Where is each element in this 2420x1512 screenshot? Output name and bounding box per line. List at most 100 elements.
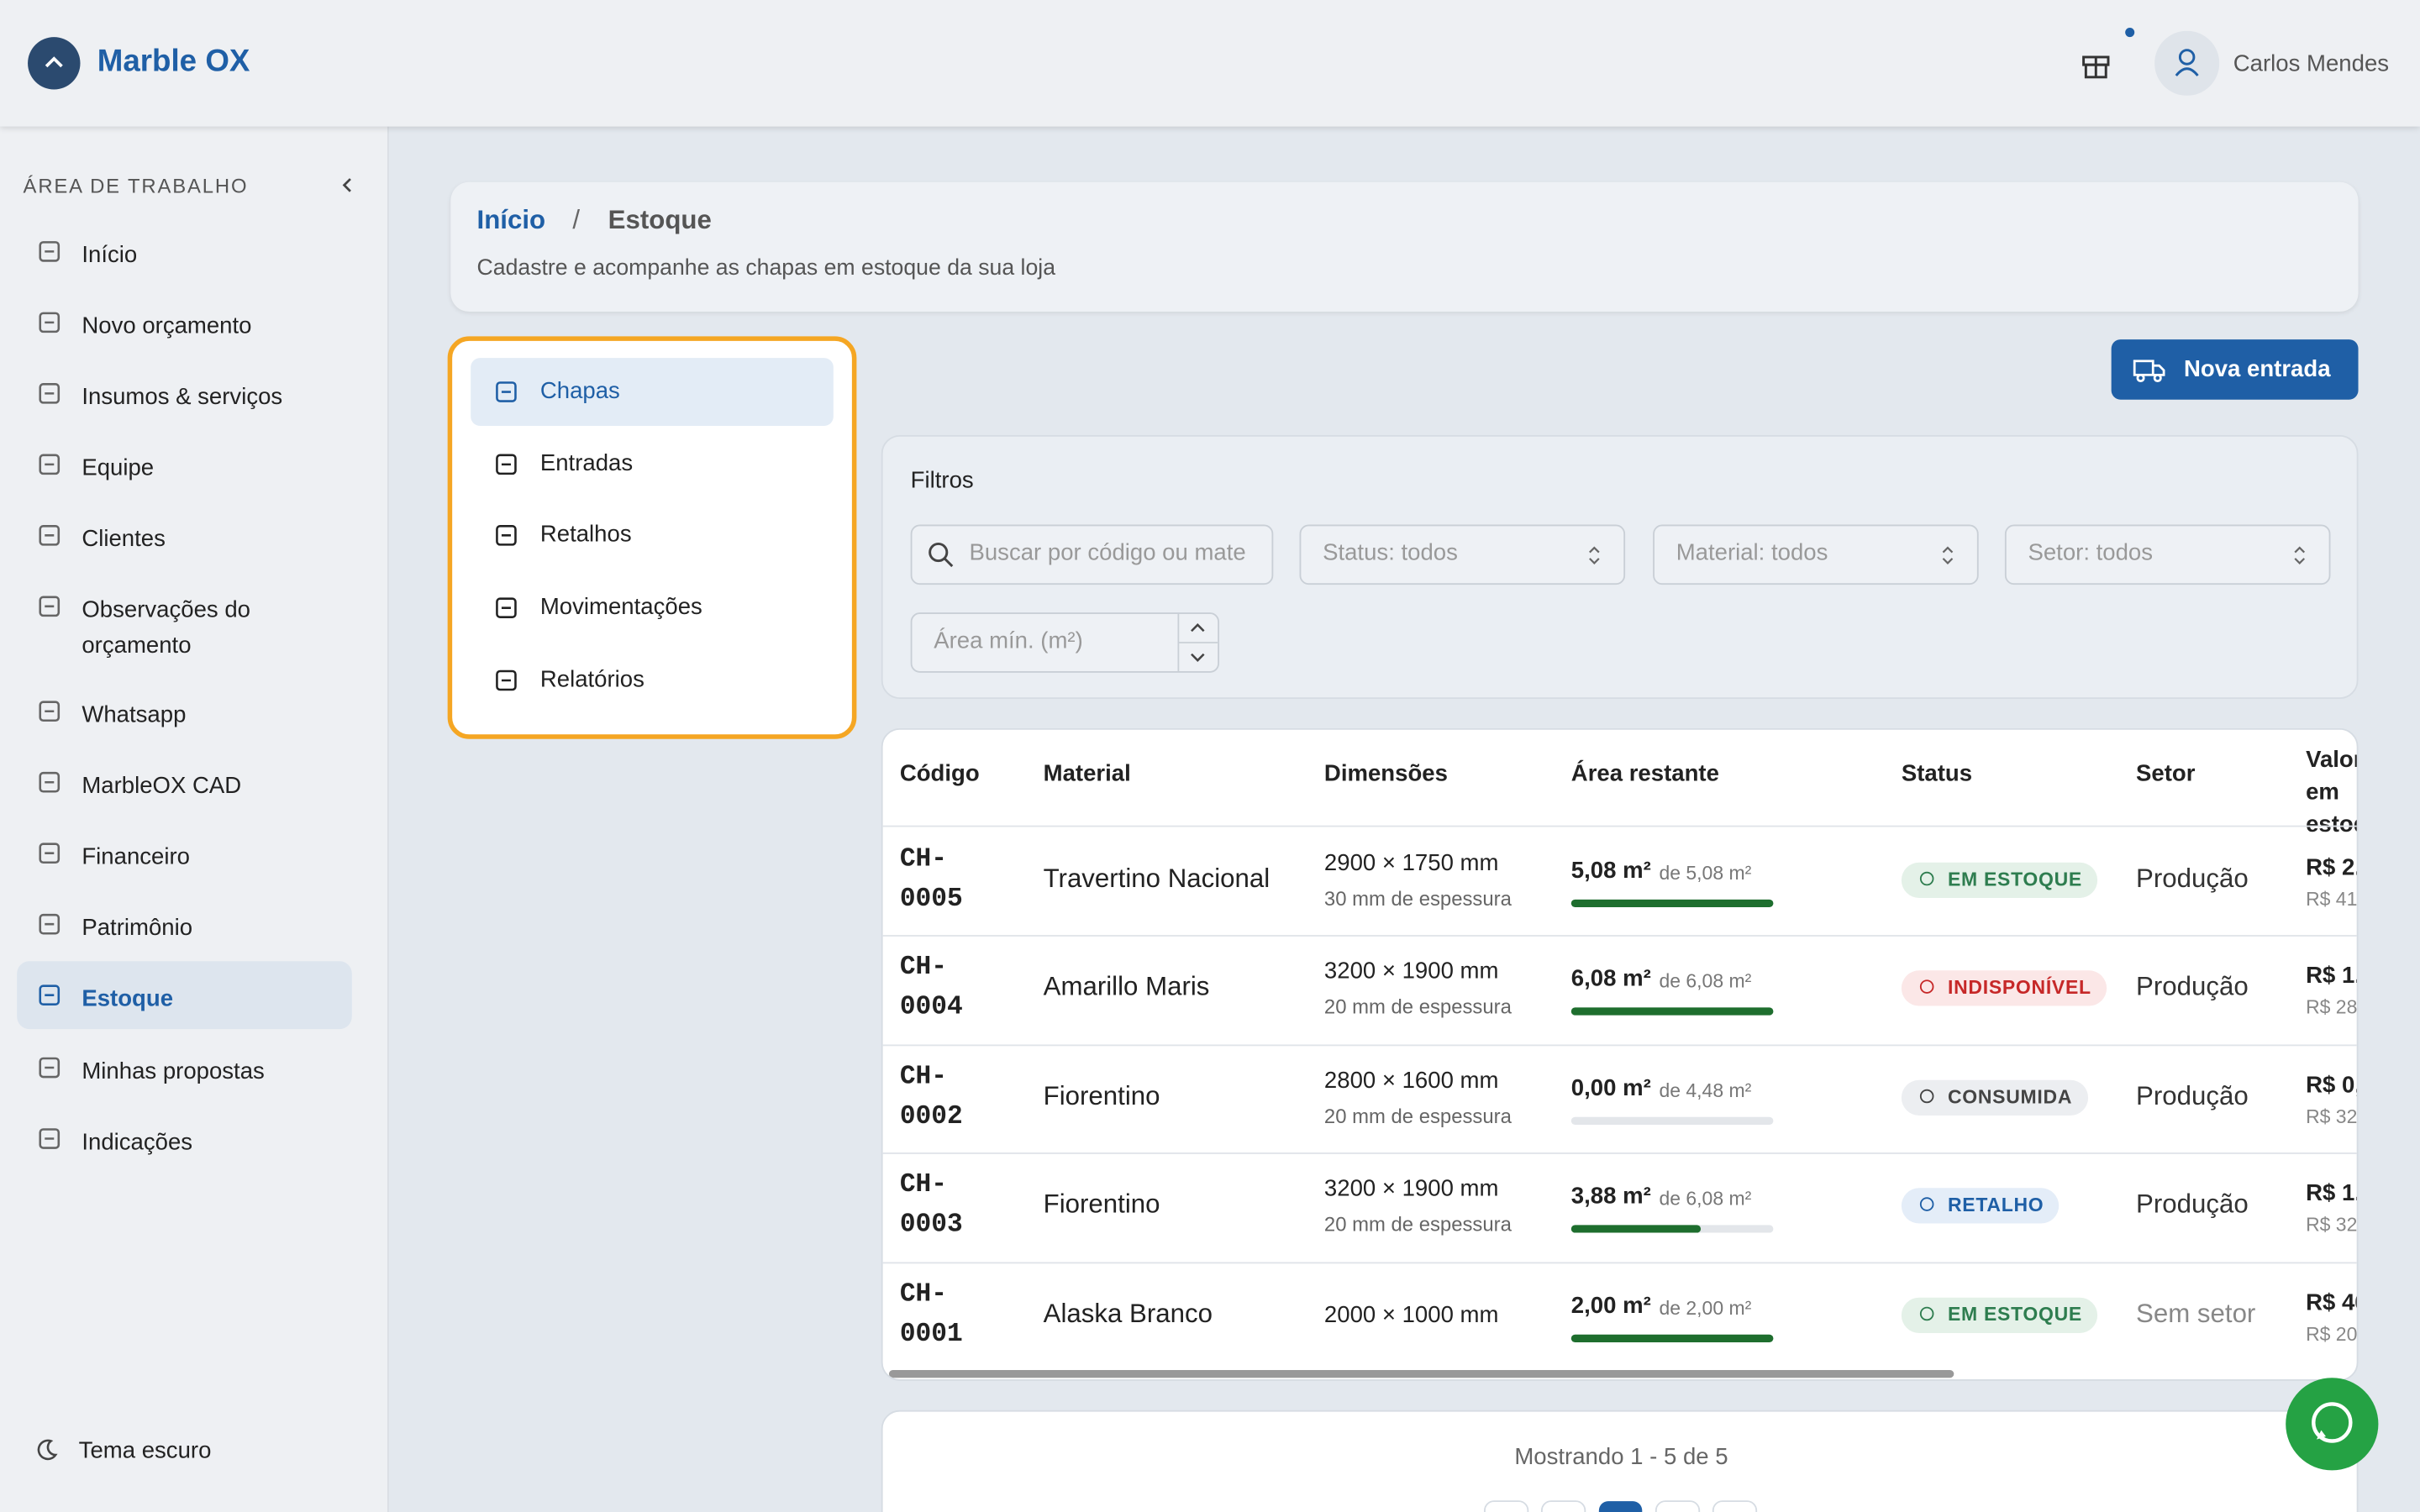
nav-item[interactable]: Indicações — [82, 1129, 193, 1156]
thickness: 20 mm de espessura — [1323, 1104, 1512, 1128]
button-label: Nova entrada — [2183, 356, 2331, 383]
breadcrumb-card: Início / Estoque Cadastre e acompanhe as… — [450, 181, 2359, 312]
area-remaining: 0,00 m² — [1570, 1074, 1651, 1102]
thickness: 30 mm de espessura — [1323, 887, 1512, 911]
status-icon — [1919, 1305, 1934, 1320]
top-bar: Marble OX Carlos Mendes — [0, 0, 2420, 127]
avatar[interactable] — [2154, 30, 2220, 96]
thickness: 20 mm de espessura — [1323, 1213, 1512, 1236]
icon — [39, 1128, 60, 1149]
sidebar: ÁREA DE TRABALHO Início Novo orçamento Ins… — [0, 126, 389, 1512]
value: R$ 0, — [2306, 1072, 2359, 1099]
table-card: Código Material Dimensões Área restante Stat… — [881, 727, 2359, 1381]
column-header[interactable]: Dimensões — [1323, 760, 1448, 787]
sector-select[interactable]: Setor: todos — [2004, 524, 2331, 585]
progress-bar — [1570, 1225, 1701, 1233]
nav-item[interactable]: Início — [82, 242, 138, 269]
icon — [496, 525, 517, 547]
nav-item[interactable]: Patrimônio — [82, 915, 193, 942]
tab[interactable]: Relatórios — [539, 666, 644, 693]
pagination-buttons[interactable] — [1481, 1498, 1760, 1512]
nav-item[interactable]: Clientes — [82, 526, 166, 553]
logo — [28, 37, 81, 90]
icon — [496, 381, 517, 402]
column-header[interactable]: Material — [1043, 760, 1131, 787]
scrollbar[interactable] — [888, 1370, 1954, 1378]
status-badge: CONSUMIDA — [1901, 1079, 2088, 1116]
material: Travertino Nacional — [1043, 864, 1270, 894]
area-total: de 5,08 m² — [1659, 862, 1752, 885]
row-divider — [882, 1152, 2357, 1155]
nav-item[interactable]: Estoque — [82, 985, 174, 1012]
nav-item[interactable]: Financeiro — [82, 843, 191, 870]
icon — [39, 525, 60, 546]
pagination-card: Mostrando 1 - 5 de 5 — [881, 1410, 2359, 1512]
icon — [39, 454, 60, 475]
column-header[interactable]: Área restante — [1570, 760, 1719, 787]
notification-dot — [2125, 28, 2135, 38]
area-total: de 6,08 m² — [1659, 971, 1752, 993]
brand[interactable]: Marble OX — [97, 45, 250, 79]
spinner[interactable] — [1177, 614, 1218, 671]
code: CH-0002 — [899, 1063, 963, 1132]
progress-track — [1570, 1116, 1774, 1125]
tab[interactable]: Chapas — [539, 378, 620, 405]
progress-bar — [1570, 1334, 1774, 1342]
user-name[interactable]: Carlos Mendes — [2233, 50, 2390, 77]
status-badge: INDISPONÍVEL — [1901, 971, 2107, 1007]
nav-item[interactable]: Novo orçamento — [82, 312, 252, 340]
whatsapp-button[interactable] — [2284, 1376, 2380, 1472]
tab[interactable]: Retalhos — [539, 522, 632, 549]
dimensions: 2800 × 1600 mm — [1323, 1067, 1499, 1094]
value-sub: R$ 32 — [2306, 1214, 2358, 1236]
nav-item[interactable]: Equipe — [82, 454, 155, 482]
tab[interactable]: Movimentações — [539, 594, 702, 621]
area-remaining: 2,00 m² — [1570, 1292, 1651, 1319]
column-header[interactable]: Status — [1901, 760, 1973, 787]
status-icon — [1919, 1197, 1934, 1212]
pagination-info: Mostrando 1 - 5 de 5 — [1514, 1444, 1728, 1471]
material-select[interactable]: Material: todos — [1653, 524, 1979, 585]
nav-item[interactable]: Whatsapp — [82, 701, 187, 728]
area-total: de 2,00 m² — [1659, 1296, 1752, 1319]
area-input[interactable]: Área mín. (m²) — [910, 612, 1220, 673]
icon — [39, 383, 60, 404]
value-sub: R$ 41 — [2306, 888, 2358, 911]
nav-item[interactable]: Insumos & serviços — [82, 384, 283, 411]
column-header[interactable]: Setor — [2136, 760, 2196, 787]
new-entry-button[interactable]: Nova entrada — [2111, 339, 2359, 400]
material: Fiorentino — [1043, 1189, 1160, 1220]
search-input[interactable]: Buscar por código ou mate — [910, 524, 1274, 585]
code: CH-0004 — [899, 953, 963, 1024]
column-header[interactable]: Código — [899, 760, 980, 787]
collapse-icon[interactable] — [338, 176, 356, 194]
theme-toggle[interactable]: Tema escuro — [78, 1437, 212, 1465]
moon-icon — [37, 1439, 58, 1461]
area-total: de 4,48 m² — [1659, 1079, 1752, 1102]
value: R$ 1. — [2306, 1180, 2359, 1207]
status-select[interactable]: Status: todos — [1299, 524, 1626, 585]
value: R$ 1. — [2306, 963, 2359, 990]
nav-item[interactable]: Minhas propostas — [82, 1058, 265, 1085]
progress-bar — [1570, 899, 1774, 908]
material: Fiorentino — [1043, 1081, 1160, 1111]
gift-icon[interactable] — [2077, 43, 2139, 86]
value-sub: R$ 20 — [2306, 1323, 2358, 1345]
dimensions: 2900 × 1750 mm — [1323, 850, 1499, 877]
nav-item[interactable]: Observações do orçamento — [82, 596, 250, 659]
value-sub: R$ 28 — [2306, 997, 2358, 1019]
value-sub: R$ 32 — [2306, 1105, 2358, 1128]
tab[interactable]: Entradas — [539, 449, 634, 476]
header-divider — [882, 825, 2357, 827]
nav-item[interactable]: MarbleOX CAD — [82, 773, 242, 800]
status-badge: EM ESTOQUE — [1901, 1296, 2098, 1333]
value: R$ 40 — [2306, 1289, 2357, 1315]
code: CH-0001 — [899, 1279, 963, 1350]
row-divider — [882, 1261, 2357, 1263]
area-remaining: 3,88 m² — [1570, 1184, 1651, 1210]
page-subtitle: Cadastre e acompanhe as chapas em estoqu… — [476, 255, 1056, 281]
icon — [39, 913, 60, 935]
breadcrumb-home[interactable]: Início — [476, 205, 546, 235]
filters-card: Filtros Buscar por código ou mate Status… — [881, 434, 2359, 700]
